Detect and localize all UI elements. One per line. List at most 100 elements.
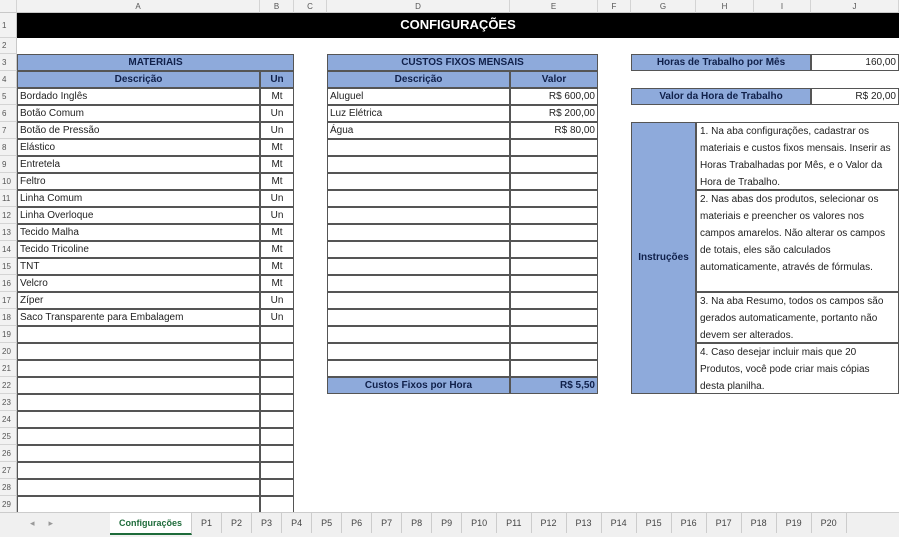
custos-col-valor[interactable]: Valor: [510, 71, 598, 88]
sheet-tab-p8[interactable]: P8: [402, 513, 433, 533]
custo-descricao-cell[interactable]: [327, 258, 510, 275]
material-descricao-cell[interactable]: Saco Transparente para Embalagem: [17, 309, 260, 326]
row-header-14[interactable]: 14: [0, 241, 17, 258]
custo-descricao-cell[interactable]: Água: [327, 122, 510, 139]
row-header-5[interactable]: 5: [0, 88, 17, 105]
row-header-27[interactable]: 27: [0, 462, 17, 479]
custo-descricao-cell[interactable]: [327, 173, 510, 190]
materiais-col-descricao[interactable]: Descrição: [17, 71, 260, 88]
custo-valor-cell[interactable]: [510, 139, 598, 156]
corner-select-all[interactable]: [0, 0, 17, 13]
custo-valor-cell[interactable]: [510, 309, 598, 326]
custo-descricao-cell[interactable]: Aluguel: [327, 88, 510, 105]
sheet-tab-p10[interactable]: P10: [462, 513, 498, 533]
row-header-2[interactable]: 2: [0, 38, 17, 54]
custo-descricao-cell[interactable]: [327, 343, 510, 360]
sheet-tab-p1[interactable]: P1: [192, 513, 223, 533]
custo-descricao-cell[interactable]: [327, 156, 510, 173]
material-descricao-cell[interactable]: [17, 496, 260, 513]
material-descricao-cell[interactable]: Linha Overloque: [17, 207, 260, 224]
material-un-cell[interactable]: [260, 462, 294, 479]
column-header-B[interactable]: B: [260, 0, 294, 13]
custo-descricao-cell[interactable]: [327, 207, 510, 224]
custo-descricao-cell[interactable]: [327, 275, 510, 292]
row-header-17[interactable]: 17: [0, 292, 17, 309]
sheet-tab-p20[interactable]: P20: [812, 513, 847, 533]
material-un-cell[interactable]: [260, 445, 294, 462]
valor-hora-label[interactable]: Valor da Hora de Trabalho: [631, 88, 811, 105]
custo-descricao-cell[interactable]: [327, 309, 510, 326]
custo-descricao-cell[interactable]: [327, 360, 510, 377]
material-descricao-cell[interactable]: Elástico: [17, 139, 260, 156]
material-un-cell[interactable]: [260, 428, 294, 445]
sheet-tab-p6[interactable]: P6: [342, 513, 373, 533]
sheet-tab-p18[interactable]: P18: [742, 513, 777, 533]
column-header-C[interactable]: C: [294, 0, 327, 13]
row-header-9[interactable]: 9: [0, 156, 17, 173]
custo-descricao-cell[interactable]: [327, 241, 510, 258]
material-un-cell[interactable]: Mt: [260, 275, 294, 292]
sheet-tab-p13[interactable]: P13: [567, 513, 602, 533]
column-header-G[interactable]: G: [631, 0, 696, 13]
material-descricao-cell[interactable]: TNT: [17, 258, 260, 275]
column-header-E[interactable]: E: [510, 0, 598, 13]
material-un-cell[interactable]: [260, 411, 294, 428]
material-descricao-cell[interactable]: Botão Comum: [17, 105, 260, 122]
row-header-12[interactable]: 12: [0, 207, 17, 224]
material-un-cell[interactable]: Un: [260, 292, 294, 309]
material-un-cell[interactable]: [260, 326, 294, 343]
material-descricao-cell[interactable]: [17, 326, 260, 343]
material-descricao-cell[interactable]: Linha Comum: [17, 190, 260, 207]
sheet-tab-p12[interactable]: P12: [532, 513, 567, 533]
sheet-tab-p4[interactable]: P4: [282, 513, 313, 533]
sheet-tab-p15[interactable]: P15: [637, 513, 672, 533]
material-un-cell[interactable]: Mt: [260, 88, 294, 105]
custo-descricao-cell[interactable]: [327, 190, 510, 207]
prev-sheet-icon[interactable]: ◂: [30, 518, 35, 528]
material-un-cell[interactable]: Mt: [260, 139, 294, 156]
material-un-cell[interactable]: Mt: [260, 224, 294, 241]
horas-trabalho-value[interactable]: 160,00: [811, 54, 899, 71]
next-sheet-icon[interactable]: ▸: [48, 518, 54, 528]
material-un-cell[interactable]: [260, 496, 294, 513]
material-un-cell[interactable]: [260, 479, 294, 496]
sheet-tab-p2[interactable]: P2: [222, 513, 253, 533]
sheet-tab-p9[interactable]: P9: [432, 513, 463, 533]
material-descricao-cell[interactable]: [17, 445, 260, 462]
row-header-11[interactable]: 11: [0, 190, 17, 207]
custo-valor-cell[interactable]: [510, 173, 598, 190]
custo-valor-cell[interactable]: [510, 343, 598, 360]
material-un-cell[interactable]: Mt: [260, 241, 294, 258]
row-header-19[interactable]: 19: [0, 326, 17, 343]
custo-valor-cell[interactable]: R$ 80,00: [510, 122, 598, 139]
sheet-tab-p11[interactable]: P11: [497, 513, 532, 533]
column-header-A[interactable]: A: [17, 0, 260, 13]
material-un-cell[interactable]: [260, 394, 294, 411]
custos-header[interactable]: CUSTOS FIXOS MENSAIS: [327, 54, 598, 71]
material-un-cell[interactable]: Un: [260, 190, 294, 207]
custos-col-descricao[interactable]: Descrição: [327, 71, 510, 88]
materiais-col-un[interactable]: Un: [260, 71, 294, 88]
sheet-tab-p19[interactable]: P19: [777, 513, 812, 533]
row-header-29[interactable]: 29: [0, 496, 17, 513]
material-descricao-cell[interactable]: Bordado Inglês: [17, 88, 260, 105]
material-un-cell[interactable]: [260, 377, 294, 394]
row-header-25[interactable]: 25: [0, 428, 17, 445]
custo-valor-cell[interactable]: [510, 360, 598, 377]
row-header-10[interactable]: 10: [0, 173, 17, 190]
custo-valor-cell[interactable]: [510, 258, 598, 275]
material-un-cell[interactable]: Un: [260, 122, 294, 139]
material-descricao-cell[interactable]: [17, 462, 260, 479]
column-header-J[interactable]: J: [811, 0, 899, 13]
valor-hora-value[interactable]: R$ 20,00: [811, 88, 899, 105]
row-header-4[interactable]: 4: [0, 71, 17, 88]
row-header-28[interactable]: 28: [0, 479, 17, 496]
material-descricao-cell[interactable]: Entretela: [17, 156, 260, 173]
sheet-tab-p7[interactable]: P7: [372, 513, 403, 533]
material-descricao-cell[interactable]: Velcro: [17, 275, 260, 292]
custo-valor-cell[interactable]: R$ 200,00: [510, 105, 598, 122]
material-descricao-cell[interactable]: Feltro: [17, 173, 260, 190]
material-descricao-cell[interactable]: Botão de Pressão: [17, 122, 260, 139]
materiais-header[interactable]: MATERIAIS: [17, 54, 294, 71]
sheet-tab-p17[interactable]: P17: [707, 513, 742, 533]
